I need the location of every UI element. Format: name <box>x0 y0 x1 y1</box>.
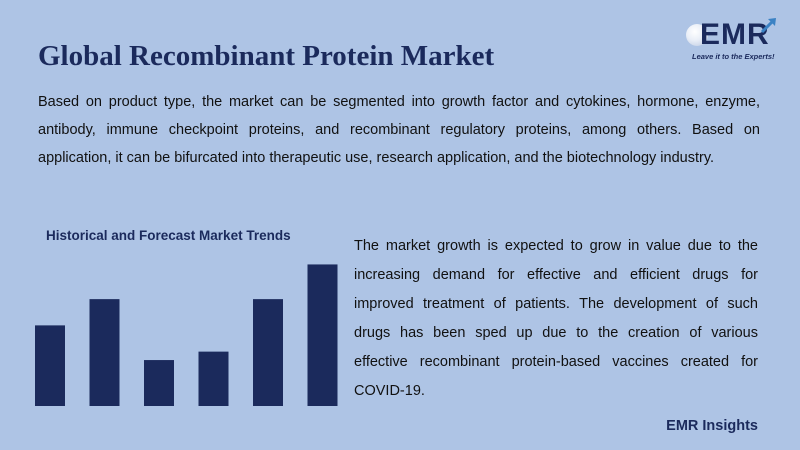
footer-brand: EMR Insights <box>666 418 758 434</box>
logo-arrow-icon <box>760 18 776 34</box>
bar-1 <box>35 325 65 406</box>
bar-chart <box>30 250 340 410</box>
chart-svg <box>35 264 338 406</box>
bar-3 <box>144 360 174 406</box>
chart-title: Historical and Forecast Market Trends <box>46 228 291 243</box>
bar-4 <box>198 351 229 406</box>
bar-5 <box>253 299 283 406</box>
logo-text: EMR <box>700 18 770 51</box>
logo-tagline: Leave it to the Experts! <box>692 52 775 61</box>
bar-2 <box>89 299 120 406</box>
page-title: Global Recombinant Protein Market <box>38 40 495 72</box>
intro-paragraph: Based on product type, the market can be… <box>38 94 760 166</box>
side-paragraph: The market growth is expected to grow in… <box>354 238 758 399</box>
emr-logo: EMR Leave it to the Experts! <box>686 16 786 66</box>
logo-globe-icon <box>686 24 708 46</box>
bar-6 <box>307 264 338 406</box>
